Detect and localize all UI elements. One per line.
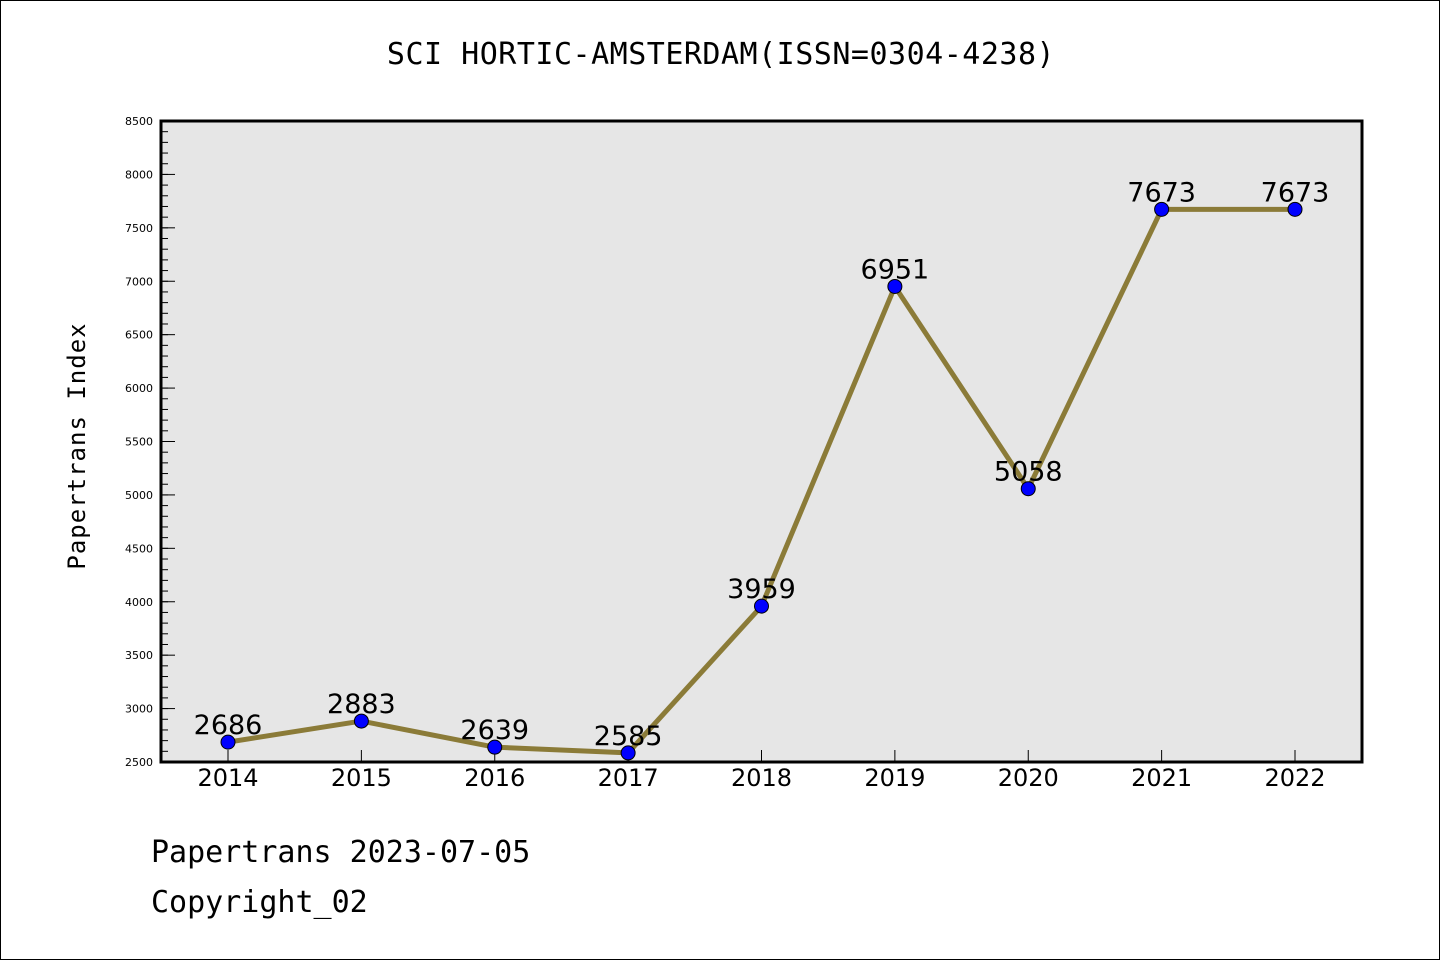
x-tick-label: 2014 [197, 764, 258, 792]
y-tick-label: 7000 [125, 275, 153, 288]
footer-date: Papertrans 2023-07-05 [151, 835, 531, 870]
y-tick-label: 3000 [125, 703, 153, 716]
data-label: 7673 [1261, 177, 1330, 208]
plot-background [161, 121, 1362, 762]
data-label: 2639 [460, 715, 529, 746]
data-point [1020, 481, 1036, 497]
chart-title: SCI HORTIC-AMSTERDAM(ISSN=0304-4238) [386, 37, 1056, 72]
data-point [1287, 201, 1303, 217]
y-tick-label: 5000 [125, 489, 153, 502]
y-tick-label: 4500 [125, 542, 153, 555]
y-tick-label: 7500 [125, 222, 153, 235]
footer-copyright: Copyright_02 [151, 885, 368, 920]
data-point [220, 734, 236, 750]
y-tick-label: 4000 [125, 596, 153, 609]
data-point [620, 745, 636, 761]
data-label: 6951 [861, 254, 930, 285]
x-tick-label: 2015 [331, 764, 392, 792]
x-tick-label: 2020 [998, 764, 1059, 792]
x-tick-label: 2017 [598, 764, 659, 792]
x-tick-label: 2021 [1131, 764, 1192, 792]
data-label: 2585 [594, 721, 663, 752]
y-tick-label: 8000 [125, 168, 153, 181]
data-label: 2883 [327, 689, 396, 720]
data-point [353, 713, 369, 729]
data-point [487, 739, 503, 755]
x-tick-label: 2016 [464, 764, 525, 792]
data-point [887, 278, 903, 294]
x-tick-label: 2018 [731, 764, 792, 792]
data-point [754, 598, 769, 614]
y-tick-label: 2500 [125, 756, 153, 769]
y-tick-label: 6000 [125, 382, 153, 395]
data-point [1154, 201, 1170, 217]
data-label: 3959 [727, 574, 796, 605]
x-tick-label: 2019 [864, 764, 925, 792]
y-tick-label: 3500 [125, 649, 153, 662]
data-label: 5058 [994, 457, 1063, 488]
y-tick-label: 8500 [125, 115, 153, 128]
data-label: 2686 [194, 710, 263, 741]
data-label: 7673 [1127, 177, 1196, 208]
y-tick-label: 5500 [125, 436, 153, 449]
y-tick-label: 6500 [125, 329, 153, 342]
x-tick-label: 2022 [1264, 764, 1325, 792]
